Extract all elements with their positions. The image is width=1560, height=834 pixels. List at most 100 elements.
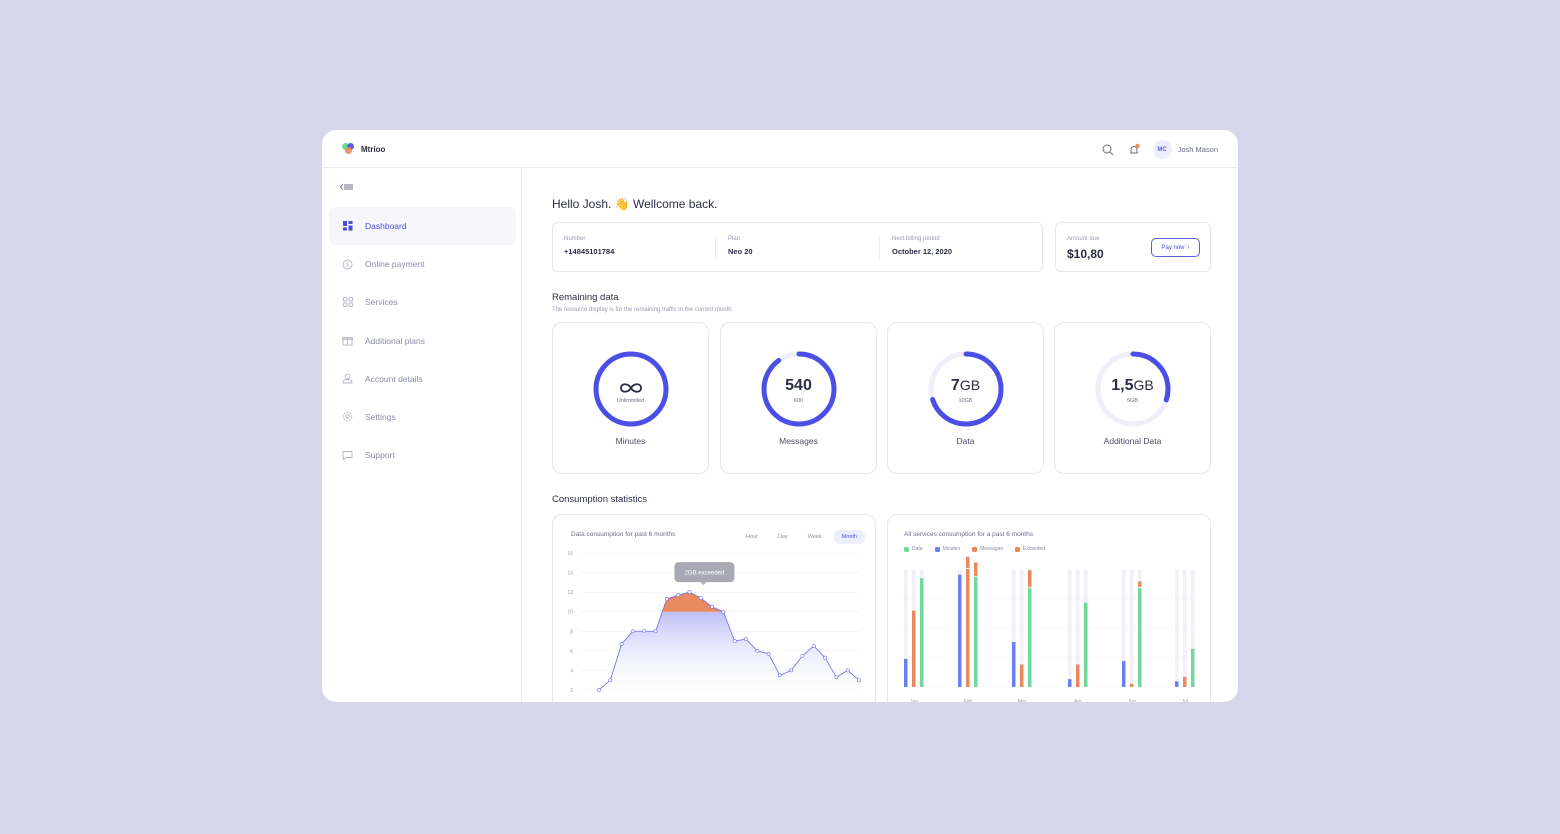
gauge-ring: [1095, 351, 1171, 427]
area-chart-title: Data consumption for past 6 months: [571, 531, 676, 538]
amount-due-label: Amount due: [1067, 236, 1100, 242]
x-tick-label: Mar: [1018, 699, 1027, 702]
bar-data: [1191, 648, 1195, 687]
gauge-value: 7GB: [950, 377, 981, 394]
chat-icon: [342, 450, 353, 461]
data-point: [664, 597, 669, 601]
sidebar-item-online-payment[interactable]: $ Online payment: [329, 245, 516, 283]
greeting: Hello Josh. 👋 Wellcome back.: [552, 197, 718, 211]
data-point: [777, 673, 782, 678]
user-name[interactable]: Josh Mason: [1177, 145, 1218, 154]
bar-messages: [1130, 683, 1134, 687]
sidebar-item-label: Services: [365, 297, 398, 308]
gauge-value: 540: [785, 377, 812, 394]
tab-month[interactable]: Month: [833, 530, 865, 544]
logo[interactable]: Mtrioo: [342, 143, 385, 155]
data-point: [732, 639, 737, 643]
data-point: [834, 675, 839, 680]
data-point: [619, 642, 624, 646]
sidebar-item-dashboard[interactable]: Dashboard: [329, 207, 516, 245]
data-point: [642, 629, 647, 634]
x-tick-label: Apr: [1074, 699, 1082, 702]
gauge-sub: Unlimmited: [616, 398, 645, 404]
sidebar-item-settings[interactable]: Settings: [329, 398, 516, 436]
search-icon[interactable]: [1101, 143, 1115, 157]
legend-item: Minutes: [934, 546, 960, 552]
bar-minutes: [1068, 679, 1072, 687]
bar-minutes: [958, 574, 962, 687]
bar-messages: [912, 610, 916, 687]
data-point: [857, 678, 861, 683]
data-point: [653, 629, 658, 634]
y-tick-label: 12: [567, 590, 573, 596]
bar-track: [1183, 569, 1187, 687]
y-tick-label: 8: [570, 629, 573, 635]
y-tick-label: 4: [570, 668, 573, 674]
gift-icon: [342, 335, 353, 346]
sidebar-item-support[interactable]: Support: [329, 436, 516, 474]
legend-item: Exceeded: [1014, 546, 1045, 552]
infinity-icon: [553, 377, 708, 400]
dollar-icon: $: [342, 259, 353, 270]
bar-track: [1122, 569, 1126, 687]
sidebar-item-account-details[interactable]: Account details: [329, 360, 516, 398]
bar-data: [920, 577, 924, 687]
sidebar-item-label: Dashboard: [365, 221, 407, 231]
gauge-card-additional-data[interactable]: 1,5GB 5GB Additional Data: [1054, 322, 1211, 474]
tab-day[interactable]: Day: [777, 534, 788, 540]
data-point: [744, 637, 748, 642]
sidebar-item-label: Settings: [365, 411, 396, 422]
bell-icon[interactable]: [1127, 143, 1141, 157]
data-point: [597, 688, 601, 692]
legend-item: Messages: [972, 546, 1003, 552]
bar-track: [1068, 569, 1072, 687]
bar-chart: Jan Feb Mar Apr Jun Jul: [902, 556, 1196, 702]
divider: [879, 237, 880, 259]
tab-week[interactable]: Week: [807, 534, 822, 540]
sidebar: Dashboard $ Online payment Services Addi…: [322, 168, 522, 702]
gauge-arc: [593, 351, 669, 427]
pay-now-button[interactable]: Pay now ›: [1151, 238, 1200, 257]
tooltip: 2GB exceeded: [674, 562, 735, 586]
sidebar-item-additional-plans[interactable]: Additional plans: [329, 322, 516, 360]
sidebar-item-label: Online payment: [365, 259, 425, 270]
billing-field: Next billing period October 12, 2020: [892, 236, 953, 256]
data-point: [811, 644, 816, 648]
app-name: Mtrioo: [361, 144, 386, 154]
bar-exceeded: [974, 562, 978, 576]
gauge-name: Minutes: [615, 436, 646, 446]
app-window: Mtrioo MC Josh Mason Dashboard $ Online …: [322, 130, 1238, 702]
tab-hour[interactable]: Hour: [746, 534, 758, 540]
y-tick-label: 14: [567, 571, 573, 577]
bar-messages: [966, 569, 970, 687]
gauge-card-data[interactable]: 7GB 10GB Data: [887, 322, 1044, 474]
x-tick-label: Jul: [1182, 699, 1188, 702]
gear-icon: [342, 411, 353, 422]
x-tick-label: Jun: [1128, 699, 1136, 702]
data-point: [766, 651, 771, 656]
gauge-name: Additional Data: [1103, 436, 1162, 446]
avatar[interactable]: MC: [1152, 140, 1172, 159]
collapse-sidebar-icon[interactable]: [339, 180, 355, 192]
sidebar-item-services[interactable]: Services: [329, 283, 516, 321]
data-point: [687, 590, 692, 595]
tooltip-box: [674, 562, 735, 583]
data-point: [800, 653, 805, 658]
data-point: [698, 596, 703, 600]
gauge-card-messages[interactable]: 540 600 Messages: [720, 322, 877, 474]
bar-data: [1084, 602, 1088, 687]
gauge-ring: [928, 351, 1004, 427]
bar-data: [974, 576, 978, 687]
user-icon: [342, 373, 353, 384]
grid-icon: [342, 297, 353, 308]
dashboard-icon: [342, 221, 353, 232]
gauge-card-minutes[interactable]: Unlimmited Minutes: [552, 322, 709, 474]
tooltip-pointer: [700, 582, 707, 586]
exceeded-area: [662, 592, 724, 612]
consumption-title: Consumption statistics: [552, 494, 648, 505]
remaining-subtitle: The resource display is for the remainin…: [552, 307, 732, 313]
data-point: [676, 593, 681, 597]
y-tick-label: 10: [567, 610, 573, 616]
svg-text:$: $: [346, 261, 350, 268]
divider: [715, 237, 716, 259]
